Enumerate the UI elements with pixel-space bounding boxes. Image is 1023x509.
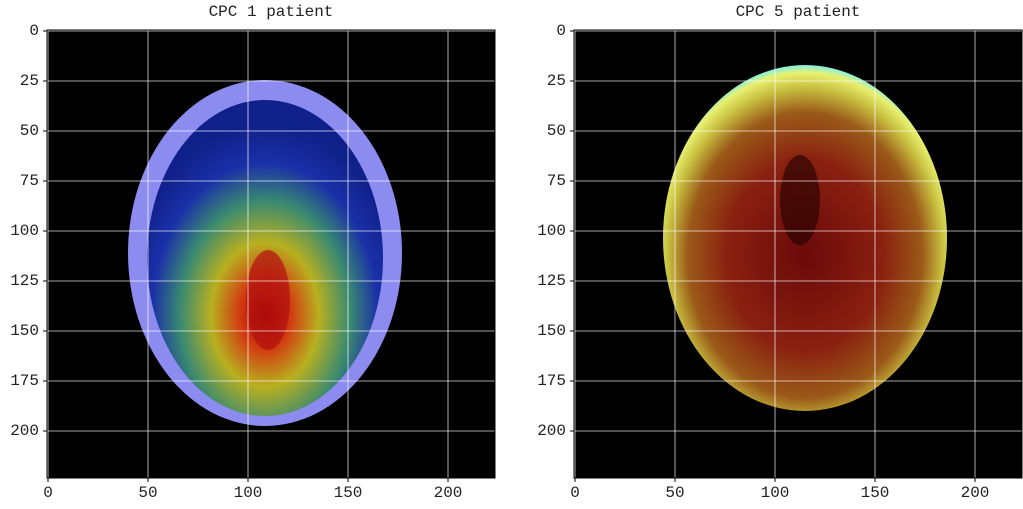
y-tick-label: 0 — [556, 22, 566, 40]
panel-title: CPC 1 patient — [209, 3, 334, 21]
x-tick-label: 200 — [961, 484, 990, 502]
axes-frame — [573, 29, 1023, 479]
image-panel — [574, 30, 1022, 478]
y-tick-label: 25 — [547, 72, 566, 90]
y-tick-label: 175 — [537, 372, 566, 390]
x-tick-label: 50 — [665, 484, 684, 502]
x-tick-label: 0 — [570, 484, 580, 502]
panel-title: CPC 5 patient — [736, 3, 861, 21]
y-tick-label: 125 — [537, 272, 566, 290]
y-tick-label: 25 — [20, 72, 39, 90]
y-tick-label: 125 — [10, 272, 39, 290]
x-tick-label: 100 — [761, 484, 790, 502]
y-tick-label: 100 — [10, 222, 39, 240]
y-tick-label: 75 — [547, 172, 566, 190]
y-tick-label: 150 — [537, 322, 566, 340]
y-tick-label: 150 — [10, 322, 39, 340]
x-tick-label: 200 — [434, 484, 463, 502]
y-tick-label: 50 — [547, 122, 566, 140]
y-tick-label: 50 — [20, 122, 39, 140]
x-tick-label: 150 — [861, 484, 890, 502]
x-tick-label: 150 — [334, 484, 363, 502]
y-tick-label: 200 — [537, 422, 566, 440]
y-tick-label: 100 — [537, 222, 566, 240]
y-tick-label: 0 — [29, 22, 39, 40]
y-tick-label: 175 — [10, 372, 39, 390]
x-tick-label: 100 — [234, 484, 263, 502]
y-tick-label: 75 — [20, 172, 39, 190]
y-tick-label: 200 — [10, 422, 39, 440]
x-tick-label: 0 — [43, 484, 53, 502]
x-tick-label: 50 — [138, 484, 157, 502]
axes-frame — [46, 29, 496, 479]
image-panel — [47, 30, 495, 478]
